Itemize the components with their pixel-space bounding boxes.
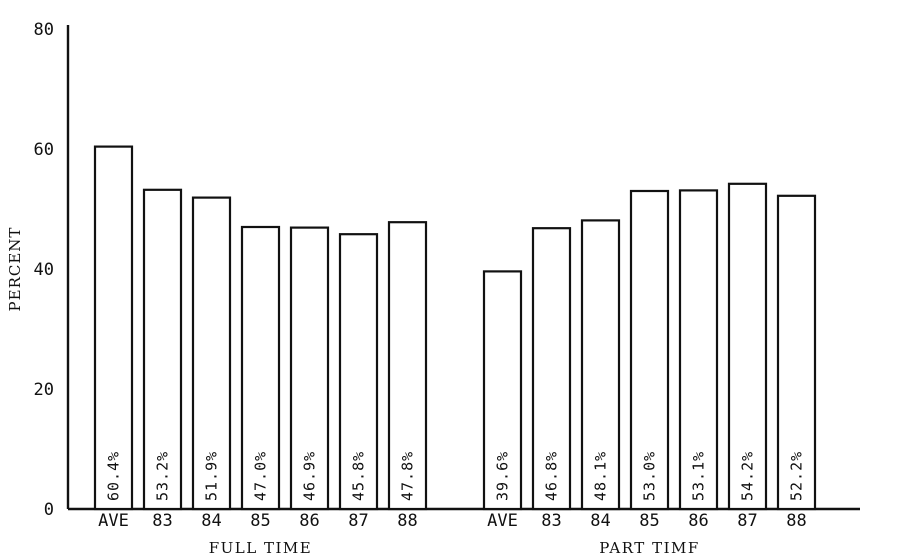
bar-value-label: 39.6% bbox=[494, 451, 512, 501]
bar-part-time-86 bbox=[678, 189, 719, 511]
bar-full-time-83 bbox=[142, 188, 183, 511]
x-tick-label: 86 bbox=[688, 511, 708, 531]
bar-value-label: 46.8% bbox=[543, 451, 561, 501]
bar-value-label: 48.1% bbox=[592, 451, 610, 501]
bar-part-time-87 bbox=[727, 182, 768, 511]
bar-value-label: 47.8% bbox=[399, 451, 417, 501]
y-tick-label: 80 bbox=[34, 20, 54, 40]
bar-part-time-AVE bbox=[482, 270, 523, 511]
x-tick-label: 85 bbox=[639, 511, 659, 531]
x-tick-label: 88 bbox=[397, 511, 417, 531]
bar-value-label: 53.0% bbox=[641, 451, 659, 501]
y-tick-label: 20 bbox=[34, 380, 54, 400]
x-tick-label: 87 bbox=[737, 511, 757, 531]
x-tick-label: AVE bbox=[487, 511, 518, 531]
y-axis-ticks: 0 20 40 60 80 bbox=[34, 20, 54, 520]
y-tick-label: 40 bbox=[34, 260, 54, 280]
x-tick-label: 84 bbox=[590, 511, 610, 531]
bar-part-time-84 bbox=[580, 219, 621, 511]
group-labels: FULL TIME PART TIMF bbox=[209, 539, 700, 557]
x-tick-label: AVE bbox=[98, 511, 129, 531]
y-tick-label: 60 bbox=[34, 140, 54, 160]
bar-value-label: 47.0% bbox=[252, 451, 270, 501]
x-tick-label: 85 bbox=[250, 511, 270, 531]
bar-full-time-85 bbox=[240, 225, 281, 511]
bar-value-label: 53.1% bbox=[690, 451, 708, 501]
y-axis-label: PERCENT bbox=[6, 227, 24, 312]
bar-part-time-88 bbox=[776, 194, 817, 511]
bar-value-label: 53.2% bbox=[154, 451, 172, 501]
x-tick-label: 86 bbox=[299, 511, 319, 531]
bar-value-label: 54.2% bbox=[739, 451, 757, 501]
category-labels: AVE 83 84 85 86 87 88 AVE 83 84 85 86 87 88 bbox=[98, 511, 807, 531]
bar-value-label: 60.4% bbox=[105, 451, 123, 501]
y-tick-label: 0 bbox=[44, 500, 54, 520]
x-tick-label: 87 bbox=[348, 511, 368, 531]
bar-value-label: 52.2% bbox=[788, 451, 806, 501]
x-tick-label: 88 bbox=[786, 511, 806, 531]
bar-full-time-AVE bbox=[93, 145, 134, 511]
bar-part-time-83 bbox=[531, 227, 572, 511]
y-axis-title: PERCENT bbox=[6, 227, 24, 312]
bar-full-time-88 bbox=[387, 221, 428, 511]
bars: 60.4% 53.2% 51.9% 47.0% 46.9% 45.8% 47.8% 39.6%… bbox=[93, 145, 817, 511]
bar-part-time-85 bbox=[629, 189, 670, 511]
x-tick-label: 83 bbox=[152, 511, 172, 531]
bar-full-time-87 bbox=[338, 233, 379, 511]
group-label: PART TIMF bbox=[599, 539, 700, 557]
bar-full-time-86 bbox=[289, 226, 330, 511]
bar-value-label: 51.9% bbox=[203, 451, 221, 501]
group-label: FULL TIME bbox=[209, 539, 312, 557]
x-tick-label: 84 bbox=[201, 511, 221, 531]
bar-value-label: 45.8% bbox=[350, 451, 368, 501]
bar-value-label: 46.9% bbox=[301, 451, 319, 501]
bar-full-time-84 bbox=[191, 196, 232, 511]
x-tick-label: 83 bbox=[541, 511, 561, 531]
